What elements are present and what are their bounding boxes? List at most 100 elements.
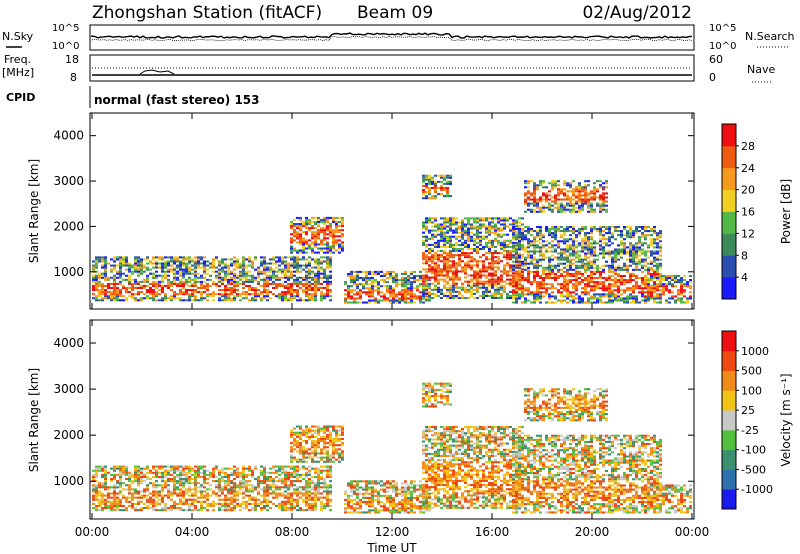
velocity-backscatter-cell (227, 490, 230, 493)
power-backscatter-cell (551, 184, 554, 187)
power-backscatter-cell (638, 248, 641, 251)
velocity-backscatter-cell (167, 496, 170, 499)
power-backscatter-cell (512, 272, 515, 275)
power-backscatter-cell (542, 246, 545, 249)
power-backscatter-cell (461, 252, 464, 255)
velocity-backscatter-cell (92, 494, 95, 497)
power-y-axis-label: Slant Range [km] (27, 159, 41, 263)
power-backscatter-cell (431, 272, 434, 275)
power-backscatter-cell (320, 262, 323, 265)
power-backscatter-cell (254, 276, 257, 279)
power-backscatter-cell (308, 272, 311, 275)
power-backscatter-cell (650, 272, 653, 275)
velocity-backscatter-cell (182, 484, 185, 487)
velocity-backscatter-cell (140, 494, 143, 497)
velocity-backscatter-cell (113, 509, 116, 512)
power-backscatter-cell (350, 279, 353, 282)
power-backscatter-cell (599, 295, 602, 298)
velocity-backscatter-cell (164, 465, 167, 468)
power-backscatter-cell (251, 262, 254, 265)
velocity-backscatter-cell (194, 490, 197, 493)
power-backscatter-cell (629, 301, 632, 304)
power-backscatter-cell (314, 235, 317, 238)
power-backscatter-cell (512, 270, 515, 273)
power-backscatter-cell (233, 260, 236, 263)
power-backscatter-cell (422, 296, 425, 300)
power-backscatter-cell (539, 246, 542, 249)
power-backscatter-cell (467, 219, 470, 222)
power-backscatter-cell (329, 291, 332, 294)
power-backscatter-cell (548, 206, 551, 209)
power-backscatter-cell (593, 208, 596, 211)
cpid-value: normal (fast stereo) 153 (94, 93, 260, 107)
power-backscatter-cell (554, 206, 557, 209)
velocity-backscatter-cell (137, 471, 140, 474)
velocity-backscatter-cell (92, 498, 95, 501)
nave-right-tick-bottom: 0 (709, 71, 716, 84)
power-backscatter-cell (191, 291, 194, 294)
power-backscatter-cell (497, 282, 500, 285)
power-backscatter-cell (428, 286, 431, 289)
power-backscatter-cell (518, 258, 521, 261)
power-backscatter-cell (479, 256, 482, 259)
power-backscatter-cell (308, 293, 311, 296)
power-backscatter-cell (614, 279, 617, 282)
power-backscatter-cell (494, 237, 497, 240)
power-backscatter-cell (413, 295, 416, 298)
power-backscatter-cell (554, 186, 557, 189)
power-backscatter-cell (506, 272, 509, 275)
power-backscatter-cell (641, 264, 644, 267)
power-backscatter-cell (536, 272, 539, 275)
power-backscatter-cell (557, 262, 560, 265)
power-backscatter-cell (644, 250, 647, 253)
power-backscatter-cell (173, 268, 176, 271)
velocity-backscatter-cell (104, 480, 107, 483)
power-backscatter-cell (188, 299, 191, 302)
power-backscatter-cell (536, 188, 539, 191)
power-backscatter-cell (116, 272, 119, 275)
velocity-backscatter-cell (152, 490, 155, 493)
velocity-backscatter-cell (152, 467, 155, 470)
power-backscatter-cell (302, 289, 305, 292)
power-backscatter-cell (113, 299, 116, 302)
power-backscatter-cell (173, 266, 176, 269)
velocity-backscatter-cell (173, 507, 176, 510)
velocity-backscatter-cell (104, 507, 107, 510)
power-backscatter-cell (473, 296, 476, 300)
power-backscatter-cell (554, 236, 557, 239)
power-backscatter-cell (557, 289, 560, 292)
velocity-backscatter-cell (224, 486, 227, 489)
power-backscatter-cell (440, 292, 443, 295)
power-backscatter-cell (476, 284, 479, 287)
power-backscatter-cell (533, 200, 536, 203)
power-backscatter-cell (527, 256, 530, 259)
power-backscatter-cell (224, 262, 227, 265)
power-backscatter-cell (509, 256, 512, 259)
power-backscatter-cell (368, 293, 371, 296)
power-backscatter-cell (617, 248, 620, 251)
power-backscatter-cell (650, 295, 653, 298)
power-backscatter-cell (455, 290, 458, 293)
power-backscatter-cell (167, 268, 170, 271)
power-backscatter-cell (140, 266, 143, 269)
power-backscatter-cell (605, 295, 608, 298)
power-backscatter-cell (143, 264, 146, 267)
power-backscatter-cell (467, 243, 470, 246)
power-backscatter-cell (527, 279, 530, 282)
power-backscatter-cell (572, 274, 575, 278)
power-backscatter-cell (590, 250, 593, 253)
power-backscatter-cell (665, 301, 668, 304)
power-backscatter-cell (587, 204, 590, 207)
power-backscatter-cell (311, 297, 314, 300)
power-backscatter-cell (554, 272, 557, 275)
power-backscatter-cell (521, 293, 524, 296)
power-backscatter-cell (602, 206, 605, 209)
power-backscatter-cell (593, 301, 596, 304)
power-backscatter-cell (407, 287, 410, 290)
power-backscatter-cell (512, 248, 515, 251)
power-backscatter-cell (443, 176, 446, 179)
power-backscatter-cell (470, 256, 473, 259)
velocity-backscatter-cell (152, 475, 155, 479)
power-backscatter-cell (542, 254, 545, 257)
power-backscatter-cell (500, 276, 503, 279)
